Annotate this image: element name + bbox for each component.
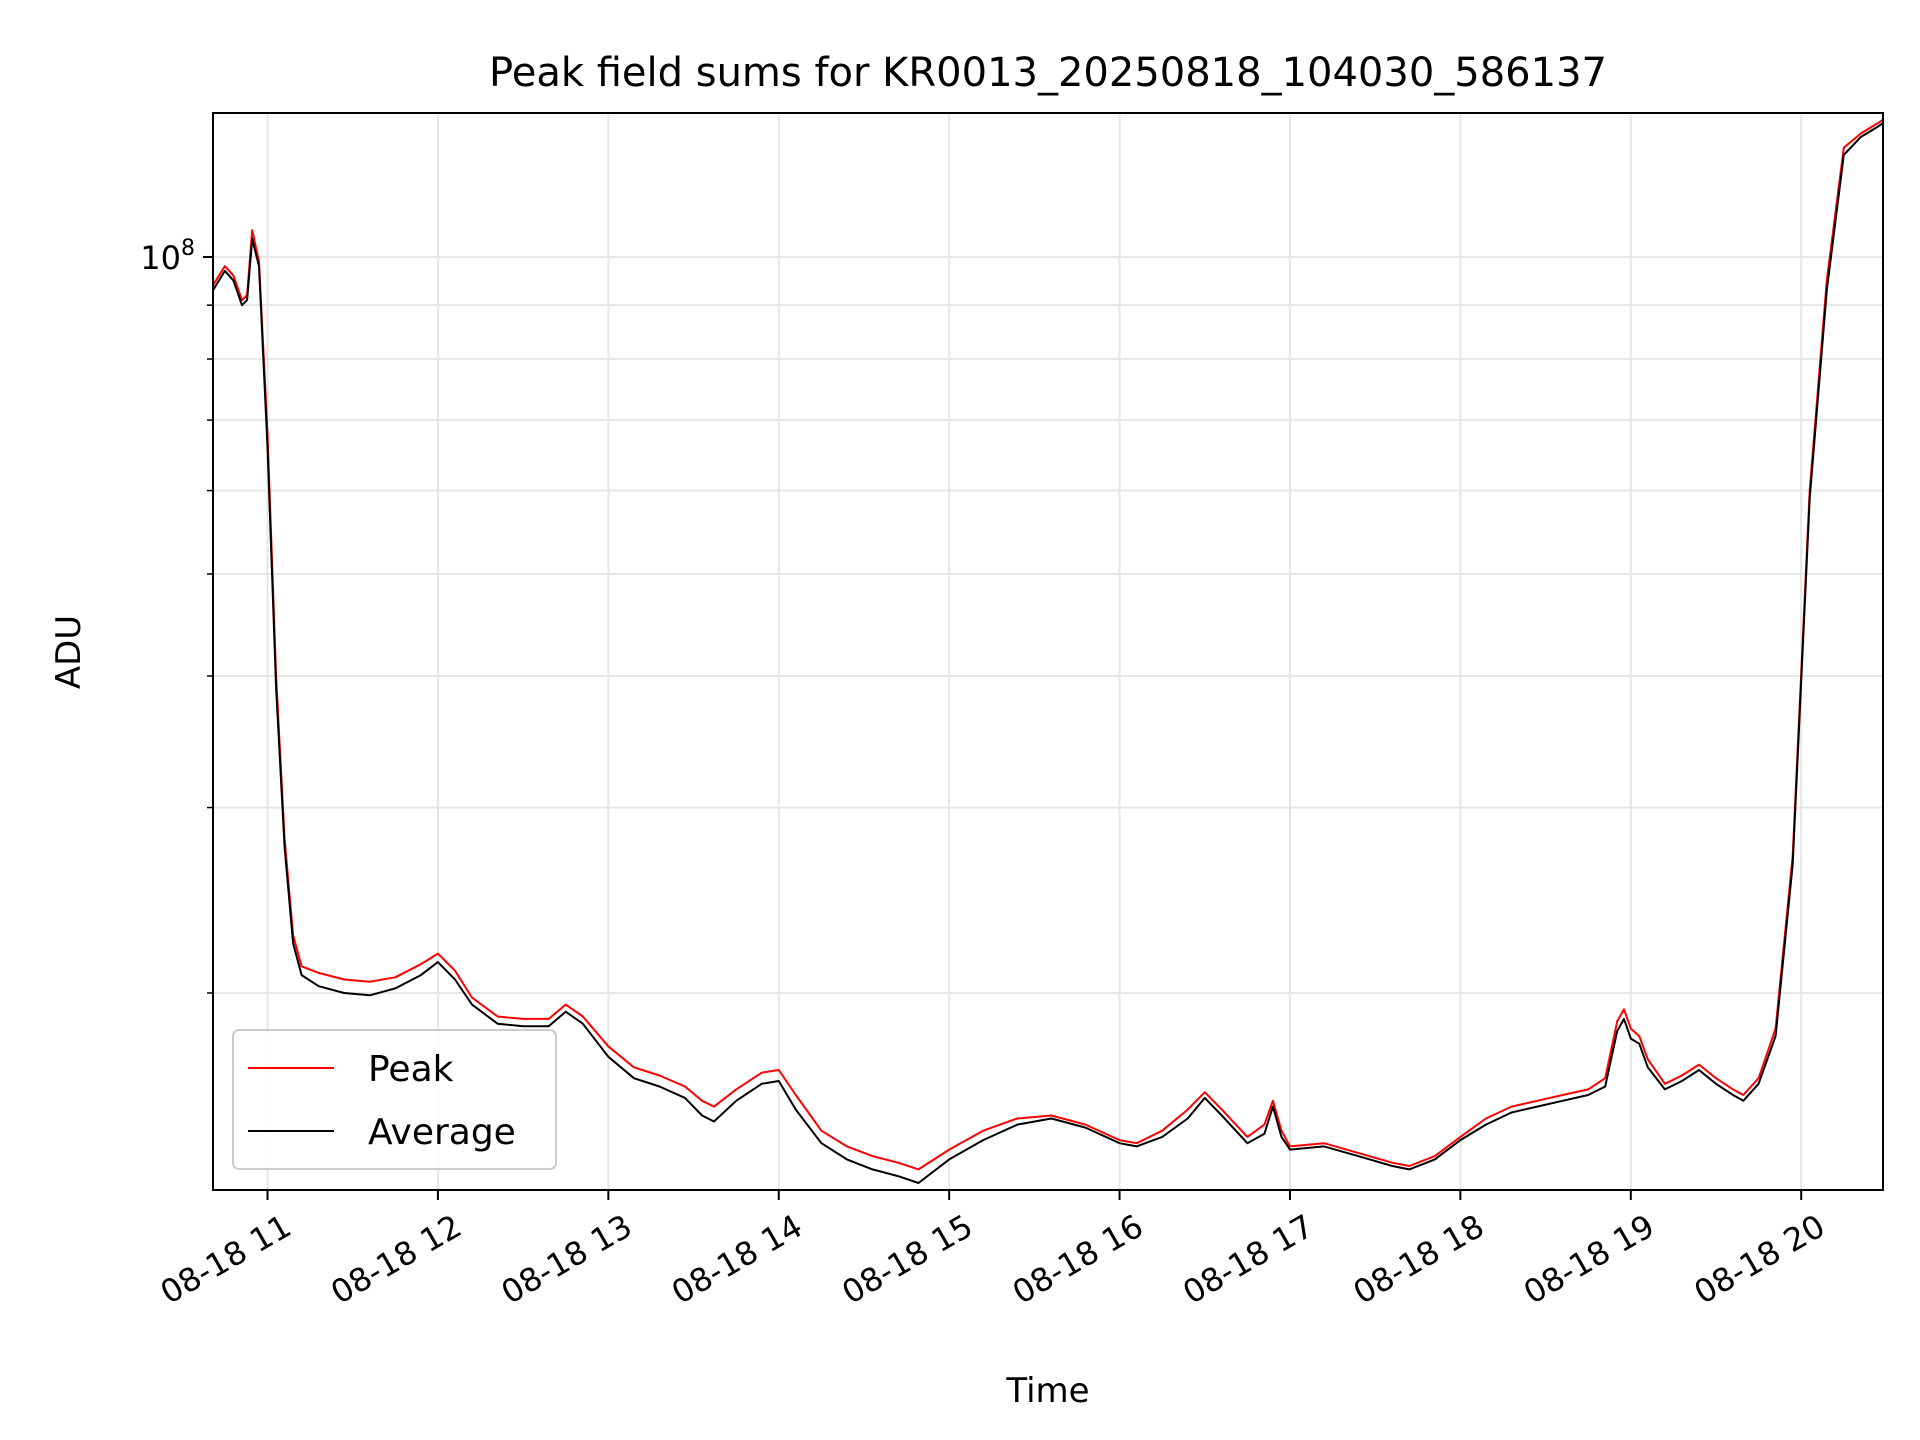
legend: Peak Average bbox=[232, 1029, 557, 1170]
series-line-average bbox=[212, 122, 1884, 1184]
y-axis-ticks: 108 bbox=[140, 236, 213, 994]
plot-frame bbox=[212, 112, 1884, 1191]
series-lines bbox=[212, 118, 1884, 1184]
chart-title: Peak field sums for KR0013_20250818_1040… bbox=[489, 50, 1607, 96]
x-axis-label: Time bbox=[1005, 1371, 1089, 1411]
legend-label-peak: Peak bbox=[368, 1049, 454, 1090]
grid bbox=[213, 113, 1883, 1190]
y-axis-label: ADU bbox=[49, 615, 89, 689]
y-tick-label: 108 bbox=[140, 236, 195, 277]
legend-label-average: Average bbox=[368, 1112, 516, 1153]
series-line-peak bbox=[212, 118, 1884, 1171]
legend-box bbox=[232, 1029, 557, 1170]
